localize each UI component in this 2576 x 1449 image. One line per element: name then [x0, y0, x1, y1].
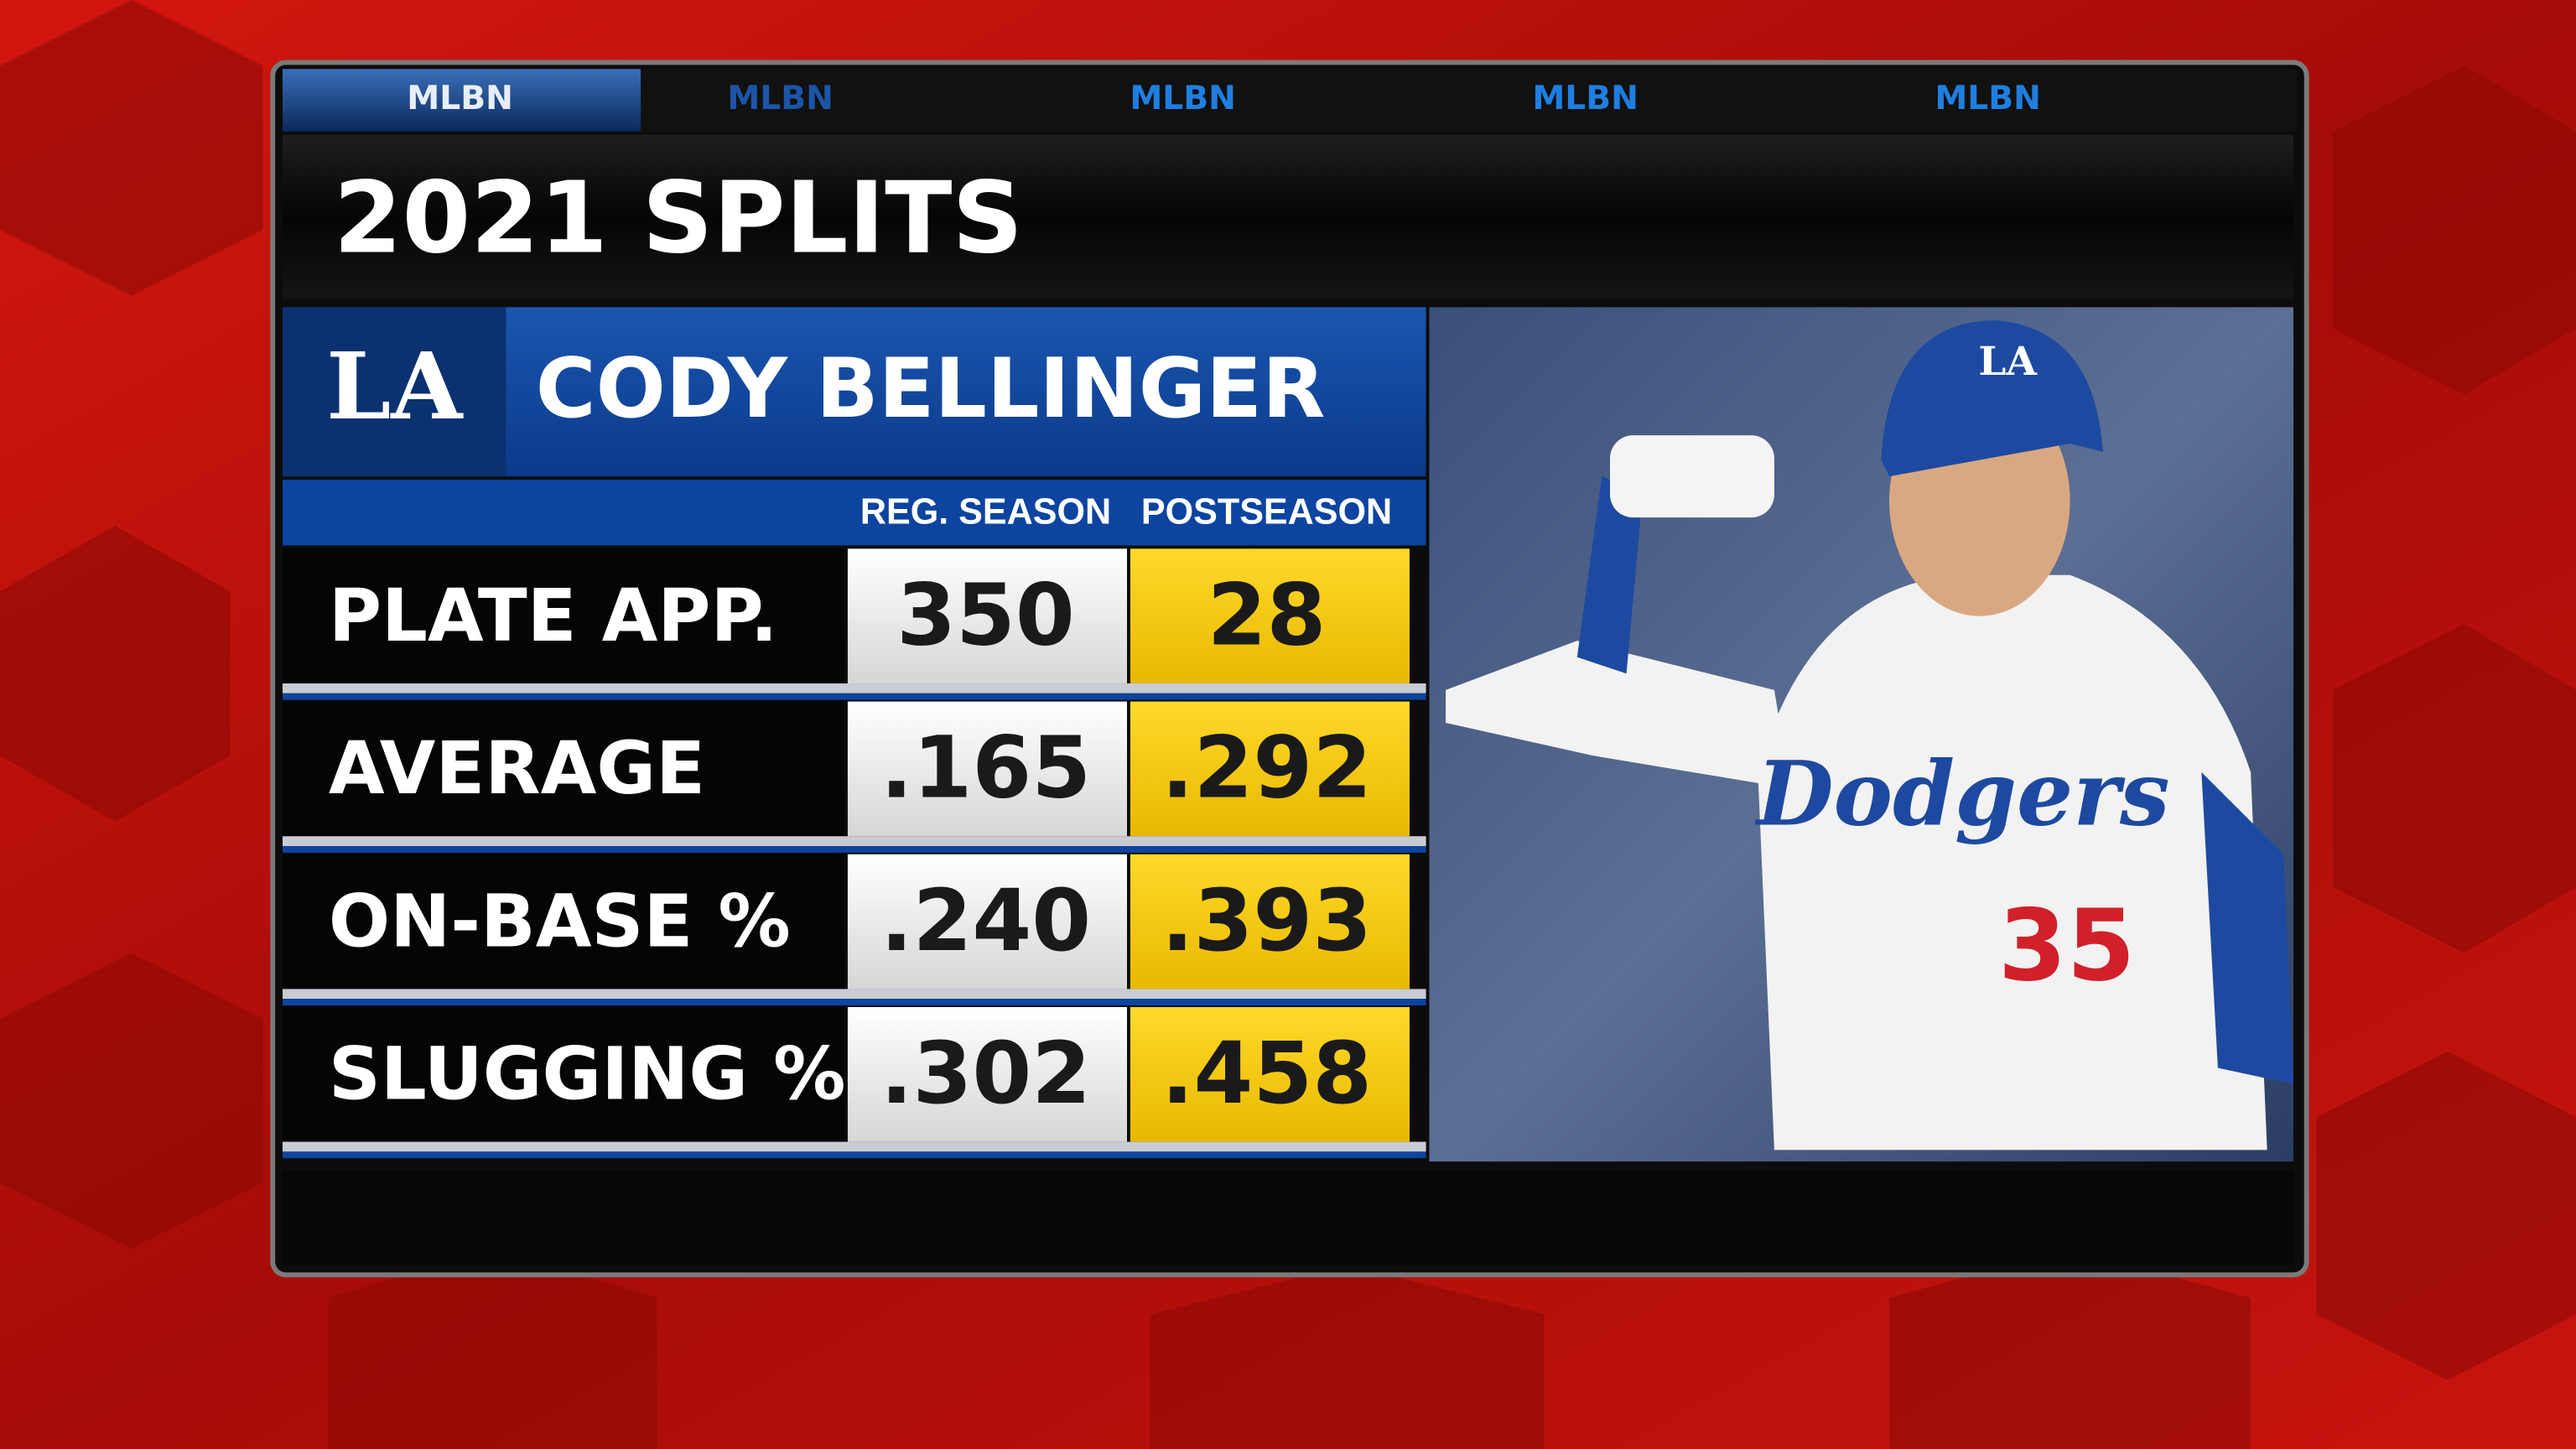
reg-value: .302: [880, 1024, 1091, 1124]
title-bar: [282, 134, 2294, 299]
row-separator-blue: [282, 845, 1426, 853]
row-label-box: [282, 548, 845, 684]
row-separator: [282, 989, 1426, 1000]
row-label: ON-BASE %: [329, 880, 791, 963]
player-figure: [1446, 320, 2294, 1150]
post-cell: [1130, 548, 1410, 684]
row-separator: [282, 683, 1426, 693]
reg-cell: [847, 701, 1127, 837]
team-logo: LA: [326, 332, 464, 440]
jersey-number: 35: [1998, 889, 2136, 1004]
post-value: .393: [1161, 871, 1372, 971]
row-label-box: [282, 1006, 845, 1142]
row-label-box: [282, 701, 845, 837]
tab-active: [282, 69, 641, 132]
tab-label: MLBN: [1532, 80, 1639, 117]
row-separator: [282, 836, 1426, 846]
post-value: .458: [1161, 1024, 1372, 1124]
post-cell: [1130, 701, 1410, 837]
post-value: 28: [1208, 565, 1327, 665]
helmet-logo: LA: [1978, 339, 2037, 385]
tab-label: MLBN: [1935, 80, 2041, 117]
column-header: REG. SEASON: [860, 492, 1111, 532]
post-value: .292: [1161, 719, 1372, 818]
reg-value: 350: [896, 565, 1075, 665]
row-separator: [282, 1141, 1426, 1152]
row-label: AVERAGE: [329, 727, 705, 811]
logo-box: [282, 307, 506, 477]
row-separator-blue: [282, 693, 1426, 700]
reg-cell: [847, 854, 1127, 989]
title: 2021 SPLITS: [334, 161, 1023, 276]
post-cell: [1130, 1006, 1410, 1142]
reg-value: .165: [880, 719, 1091, 818]
row-label: PLATE APP.: [329, 574, 778, 658]
column-header-band: [282, 480, 1426, 546]
player-name: CODY BELLINGER: [536, 341, 1326, 437]
row-separator-blue: [282, 1151, 1426, 1159]
row-label-box: [282, 854, 845, 989]
tab-label: MLBN: [407, 80, 513, 117]
reg-cell: [847, 548, 1127, 684]
bottom-bar: [282, 1169, 2294, 1265]
tab-label: MLBN: [727, 80, 834, 117]
reg-cell: [847, 1006, 1127, 1142]
tab-label: MLBN: [1130, 80, 1236, 117]
column-header: POSTSEASON: [1141, 492, 1392, 532]
jersey-text: Dodgers: [1754, 742, 2170, 846]
row-separator-blue: [282, 999, 1426, 1006]
post-cell: [1130, 854, 1410, 989]
row-label: SLUGGING %: [329, 1033, 846, 1117]
reg-value: .240: [880, 871, 1091, 971]
